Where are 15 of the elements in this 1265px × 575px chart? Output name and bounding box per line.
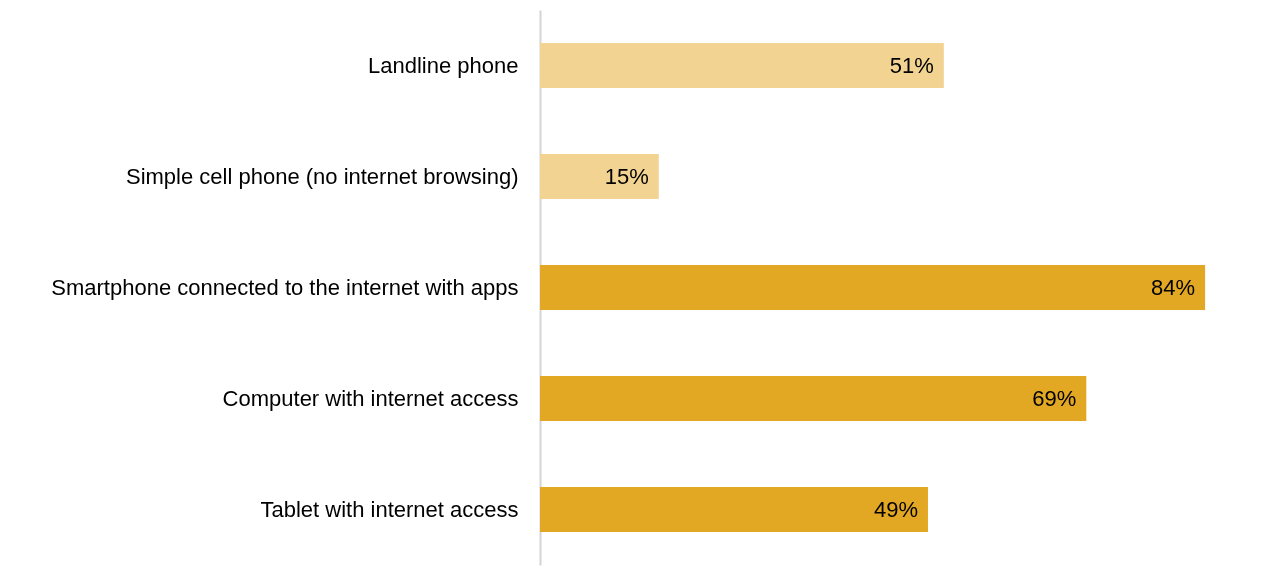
bar — [540, 487, 928, 532]
data-label: 15% — [604, 163, 649, 189]
bar — [540, 43, 944, 88]
data-label: 49% — [873, 496, 918, 522]
y-tick-label: Smartphone connected to the internet with apps — [51, 274, 519, 300]
data-label: 84% — [1151, 274, 1196, 300]
y-tick-label: Computer with internet access — [222, 385, 519, 411]
bar — [540, 154, 659, 199]
y-tick-label: Simple cell phone (no internet browsing) — [125, 163, 519, 189]
data-label: 51% — [889, 52, 934, 78]
bar — [540, 265, 1206, 310]
y-tick-label: Landline phone — [368, 52, 519, 78]
y-tick-label: Tablet with internet access — [260, 496, 519, 522]
bar — [540, 376, 1087, 421]
data-label: 69% — [1032, 385, 1077, 411]
